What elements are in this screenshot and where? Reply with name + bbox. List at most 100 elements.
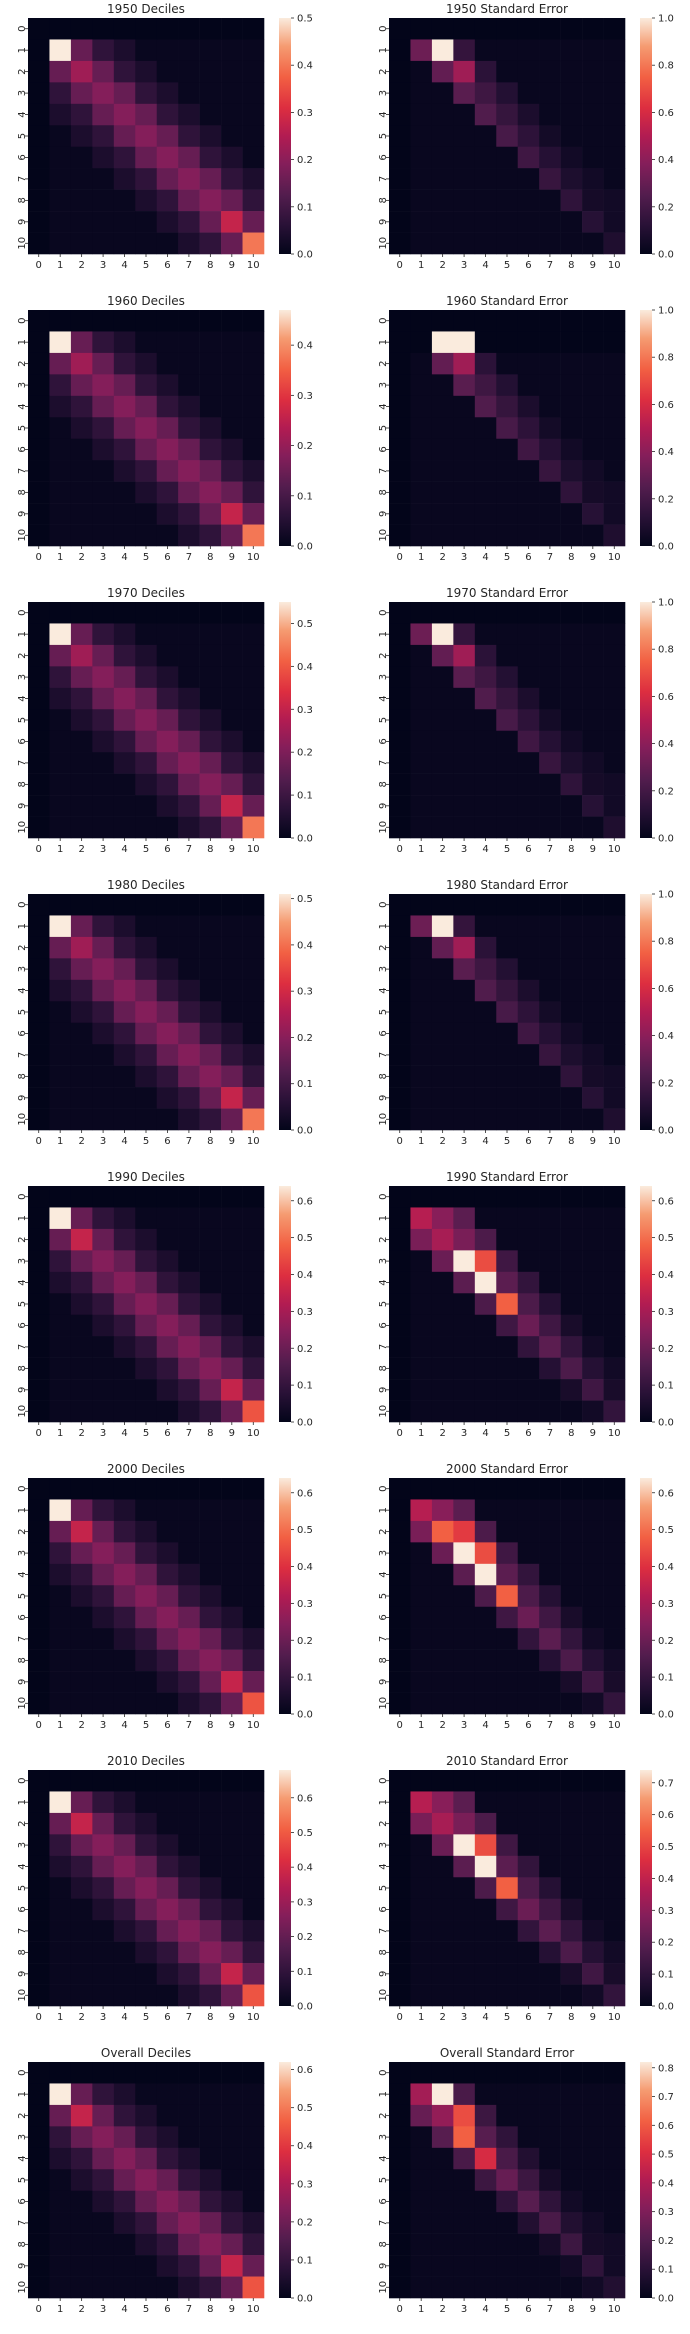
- heatmap-cell: [582, 1001, 604, 1024]
- heatmap-cell: [453, 1357, 476, 1380]
- heatmap-cell: [603, 1834, 626, 1857]
- heatmap-cell: [178, 39, 200, 62]
- heatmap-cell: [410, 1250, 433, 1273]
- heatmap-cell: [178, 1336, 200, 1358]
- colorbar-tick-label: 0.6: [658, 1488, 674, 1499]
- heatmap-cell: [431, 1941, 454, 1964]
- heatmap-cell: [156, 310, 179, 332]
- heatmap-cell: [70, 666, 93, 689]
- x-tick-label: 10: [247, 1136, 260, 1147]
- heatmap-cell: [242, 1671, 265, 1693]
- x-tick-label: 2: [439, 260, 445, 271]
- heatmap-cell: [560, 915, 583, 938]
- heatmap-cell: [474, 1692, 497, 1715]
- heatmap-cell: [199, 18, 222, 40]
- heatmap-cell: [560, 2062, 583, 2084]
- heatmap-cell: [517, 1770, 540, 1792]
- colorbar-tick-label: 0.1: [297, 1079, 313, 1090]
- colorbar: [279, 18, 291, 254]
- x-tick-label: 7: [186, 1720, 192, 1731]
- heatmap-cell: [135, 374, 158, 397]
- y-tick-label: 7: [378, 760, 389, 766]
- colorbar-tick-label: 0.6: [658, 2121, 674, 2132]
- heatmap-cell: [389, 1941, 411, 1964]
- heatmap-cell: [453, 894, 476, 916]
- heatmap-cell: [135, 623, 158, 646]
- heatmap-cell: [199, 1065, 222, 1088]
- heatmap-cell: [199, 1963, 222, 1985]
- heatmap-cell: [603, 1022, 626, 1045]
- heatmap-cell: [242, 816, 265, 839]
- y-tick-label: 10: [17, 237, 28, 250]
- heatmap-cell: [474, 125, 497, 148]
- x-tick-label: 2: [78, 260, 84, 271]
- heatmap-cell: [431, 1293, 454, 1316]
- heatmap-cell: [28, 773, 50, 796]
- heatmap-cell: [221, 958, 243, 981]
- panel-title: 1990 Standard Error: [446, 1170, 568, 1184]
- heatmap-cell: [453, 644, 476, 667]
- heatmap-cell: [582, 2083, 604, 2106]
- heatmap-cell: [178, 1941, 200, 1964]
- heatmap-cell: [431, 1357, 454, 1380]
- heatmap-cell: [178, 60, 200, 83]
- heatmap-cell: [70, 1478, 93, 1500]
- heatmap-cell: [431, 936, 454, 959]
- x-tick-label: 8: [568, 1428, 574, 1439]
- heatmap-cell: [389, 417, 411, 440]
- heatmap-cell: [453, 1186, 476, 1208]
- heatmap-cell: [28, 1293, 50, 1316]
- y-tick-label: 10: [378, 529, 389, 542]
- heatmap-cell: [92, 936, 115, 959]
- heatmap-cell: [135, 773, 158, 796]
- heatmap-cell: [431, 2169, 454, 2192]
- y-tick-label: 7: [17, 1344, 28, 1350]
- heatmap-cell: [410, 82, 433, 105]
- colorbar-tick-label: 0.7: [658, 2092, 674, 2103]
- heatmap-cell: [156, 816, 179, 839]
- heatmap-cell: [113, 1065, 136, 1088]
- y-tick-label: 10: [17, 2281, 28, 2294]
- heatmap-cell: [199, 1001, 222, 1024]
- heatmap-cell: [113, 1520, 136, 1543]
- heatmap-cell: [49, 730, 72, 753]
- heatmap-cell: [49, 709, 72, 732]
- heatmap-cell: [410, 1357, 433, 1380]
- heatmap-cell: [28, 1898, 50, 1921]
- heatmap-cell: [49, 894, 72, 916]
- heatmap-cell: [560, 644, 583, 667]
- x-tick-label: 9: [229, 1136, 235, 1147]
- heatmap-cell: [135, 1400, 158, 1423]
- heatmap-cell: [517, 1336, 540, 1358]
- heatmap-cell: [135, 1228, 158, 1251]
- heatmap-cell: [178, 125, 200, 148]
- heatmap-cell: [199, 1649, 222, 1672]
- heatmap-cell: [603, 1228, 626, 1251]
- heatmap-cell: [560, 481, 583, 504]
- heatmap-cell: [135, 146, 158, 169]
- y-tick-label: 9: [378, 1971, 389, 1977]
- heatmap-cell: [603, 1001, 626, 1024]
- heatmap-cell: [113, 481, 136, 504]
- heatmap-cell: [92, 232, 115, 255]
- heatmap-cell: [199, 1628, 222, 1650]
- heatmap-cell: [582, 936, 604, 959]
- colorbar-tick-label: 0.7: [658, 1778, 674, 1789]
- heatmap-cell: [496, 1314, 519, 1337]
- heatmap-cell: [156, 1001, 179, 1024]
- heatmap-cell: [242, 374, 265, 397]
- y-tick-label: 2: [378, 1820, 389, 1826]
- heatmap-cell: [517, 795, 540, 817]
- heatmap-cell: [113, 168, 136, 190]
- x-tick-label: 3: [100, 2012, 106, 2023]
- heatmap-cell: [431, 1671, 454, 1693]
- heatmap-cell: [496, 1649, 519, 1672]
- heatmap-cell: [453, 816, 476, 839]
- heatmap-cell: [410, 1400, 433, 1423]
- heatmap-cell: [474, 232, 497, 255]
- heatmap-cell: [517, 644, 540, 667]
- x-tick-label: 6: [525, 1720, 531, 1731]
- heatmap-cell: [49, 1585, 72, 1608]
- heatmap-cell: [410, 1941, 433, 1964]
- heatmap-cell: [431, 1087, 454, 1109]
